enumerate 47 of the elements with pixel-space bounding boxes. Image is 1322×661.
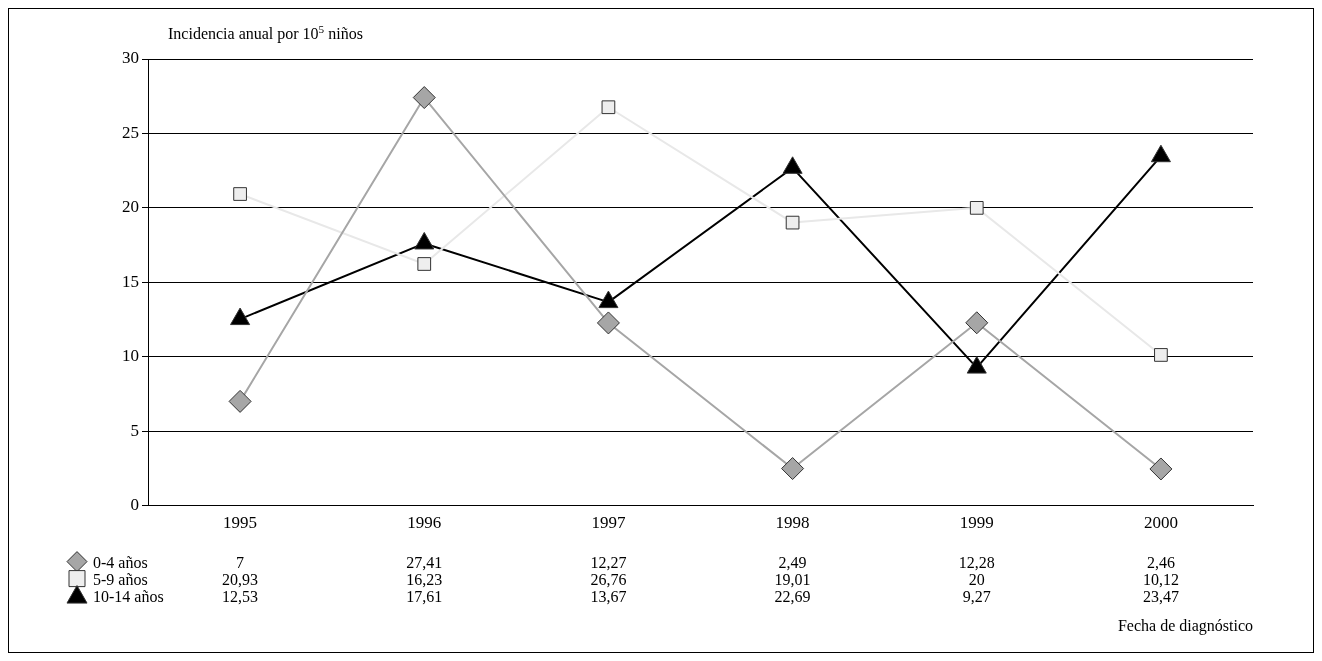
point	[228, 389, 252, 413]
data-label: 12,53	[222, 587, 259, 605]
data-label: 26,76	[590, 570, 627, 588]
point	[781, 457, 805, 481]
x-tick-label: 1996	[407, 513, 442, 533]
point	[969, 201, 984, 215]
x-tick-label: 2000	[1143, 513, 1178, 533]
data-label: 17,61	[406, 587, 443, 605]
point	[1149, 457, 1173, 481]
y-tick-label: 0	[130, 495, 139, 515]
point	[233, 187, 247, 201]
data-label: 7	[236, 553, 245, 571]
data-label: 2,49	[778, 553, 807, 571]
point	[596, 311, 620, 335]
x-tick-label: 1997	[591, 513, 626, 533]
y-tick-label: 5	[130, 420, 139, 440]
point	[601, 100, 616, 115]
legend-label: 5-9 años	[93, 570, 148, 588]
data-label: 23,47	[1142, 587, 1179, 605]
data-label: 12,28	[958, 553, 995, 571]
y-tick-label: 25	[122, 122, 139, 142]
data-label: 9,27	[962, 587, 991, 605]
legend-label: 0-4 años	[93, 553, 148, 571]
data-label: 20,93	[222, 570, 259, 588]
data-label: 27,41	[406, 553, 443, 571]
data-label: 22,69	[774, 587, 811, 605]
text: Fecha de diagnóstico	[1117, 616, 1254, 635]
data-label: 20	[968, 570, 985, 588]
data-label: 2,46	[1146, 553, 1175, 571]
x-tick-label: 1999	[959, 513, 994, 533]
x-tick-label: 1998	[775, 513, 810, 533]
data-label: 10,12	[1142, 570, 1179, 588]
y-tick-label: 20	[122, 197, 139, 217]
y-tick-label: 30	[122, 48, 139, 68]
x-tick-label: 1995	[223, 513, 258, 533]
legend-label: 10-14 años	[93, 587, 164, 605]
data-label: 13,67	[590, 587, 627, 605]
point	[965, 311, 989, 335]
data-label: 12,27	[590, 553, 627, 571]
point	[412, 86, 436, 110]
data-label: 19,01	[774, 570, 811, 588]
y-tick-label: 10	[122, 346, 139, 366]
data-label: 16,23	[406, 570, 443, 588]
point	[1154, 348, 1168, 362]
point	[417, 257, 432, 271]
point	[785, 215, 800, 230]
y-tick-label: 15	[122, 271, 139, 291]
